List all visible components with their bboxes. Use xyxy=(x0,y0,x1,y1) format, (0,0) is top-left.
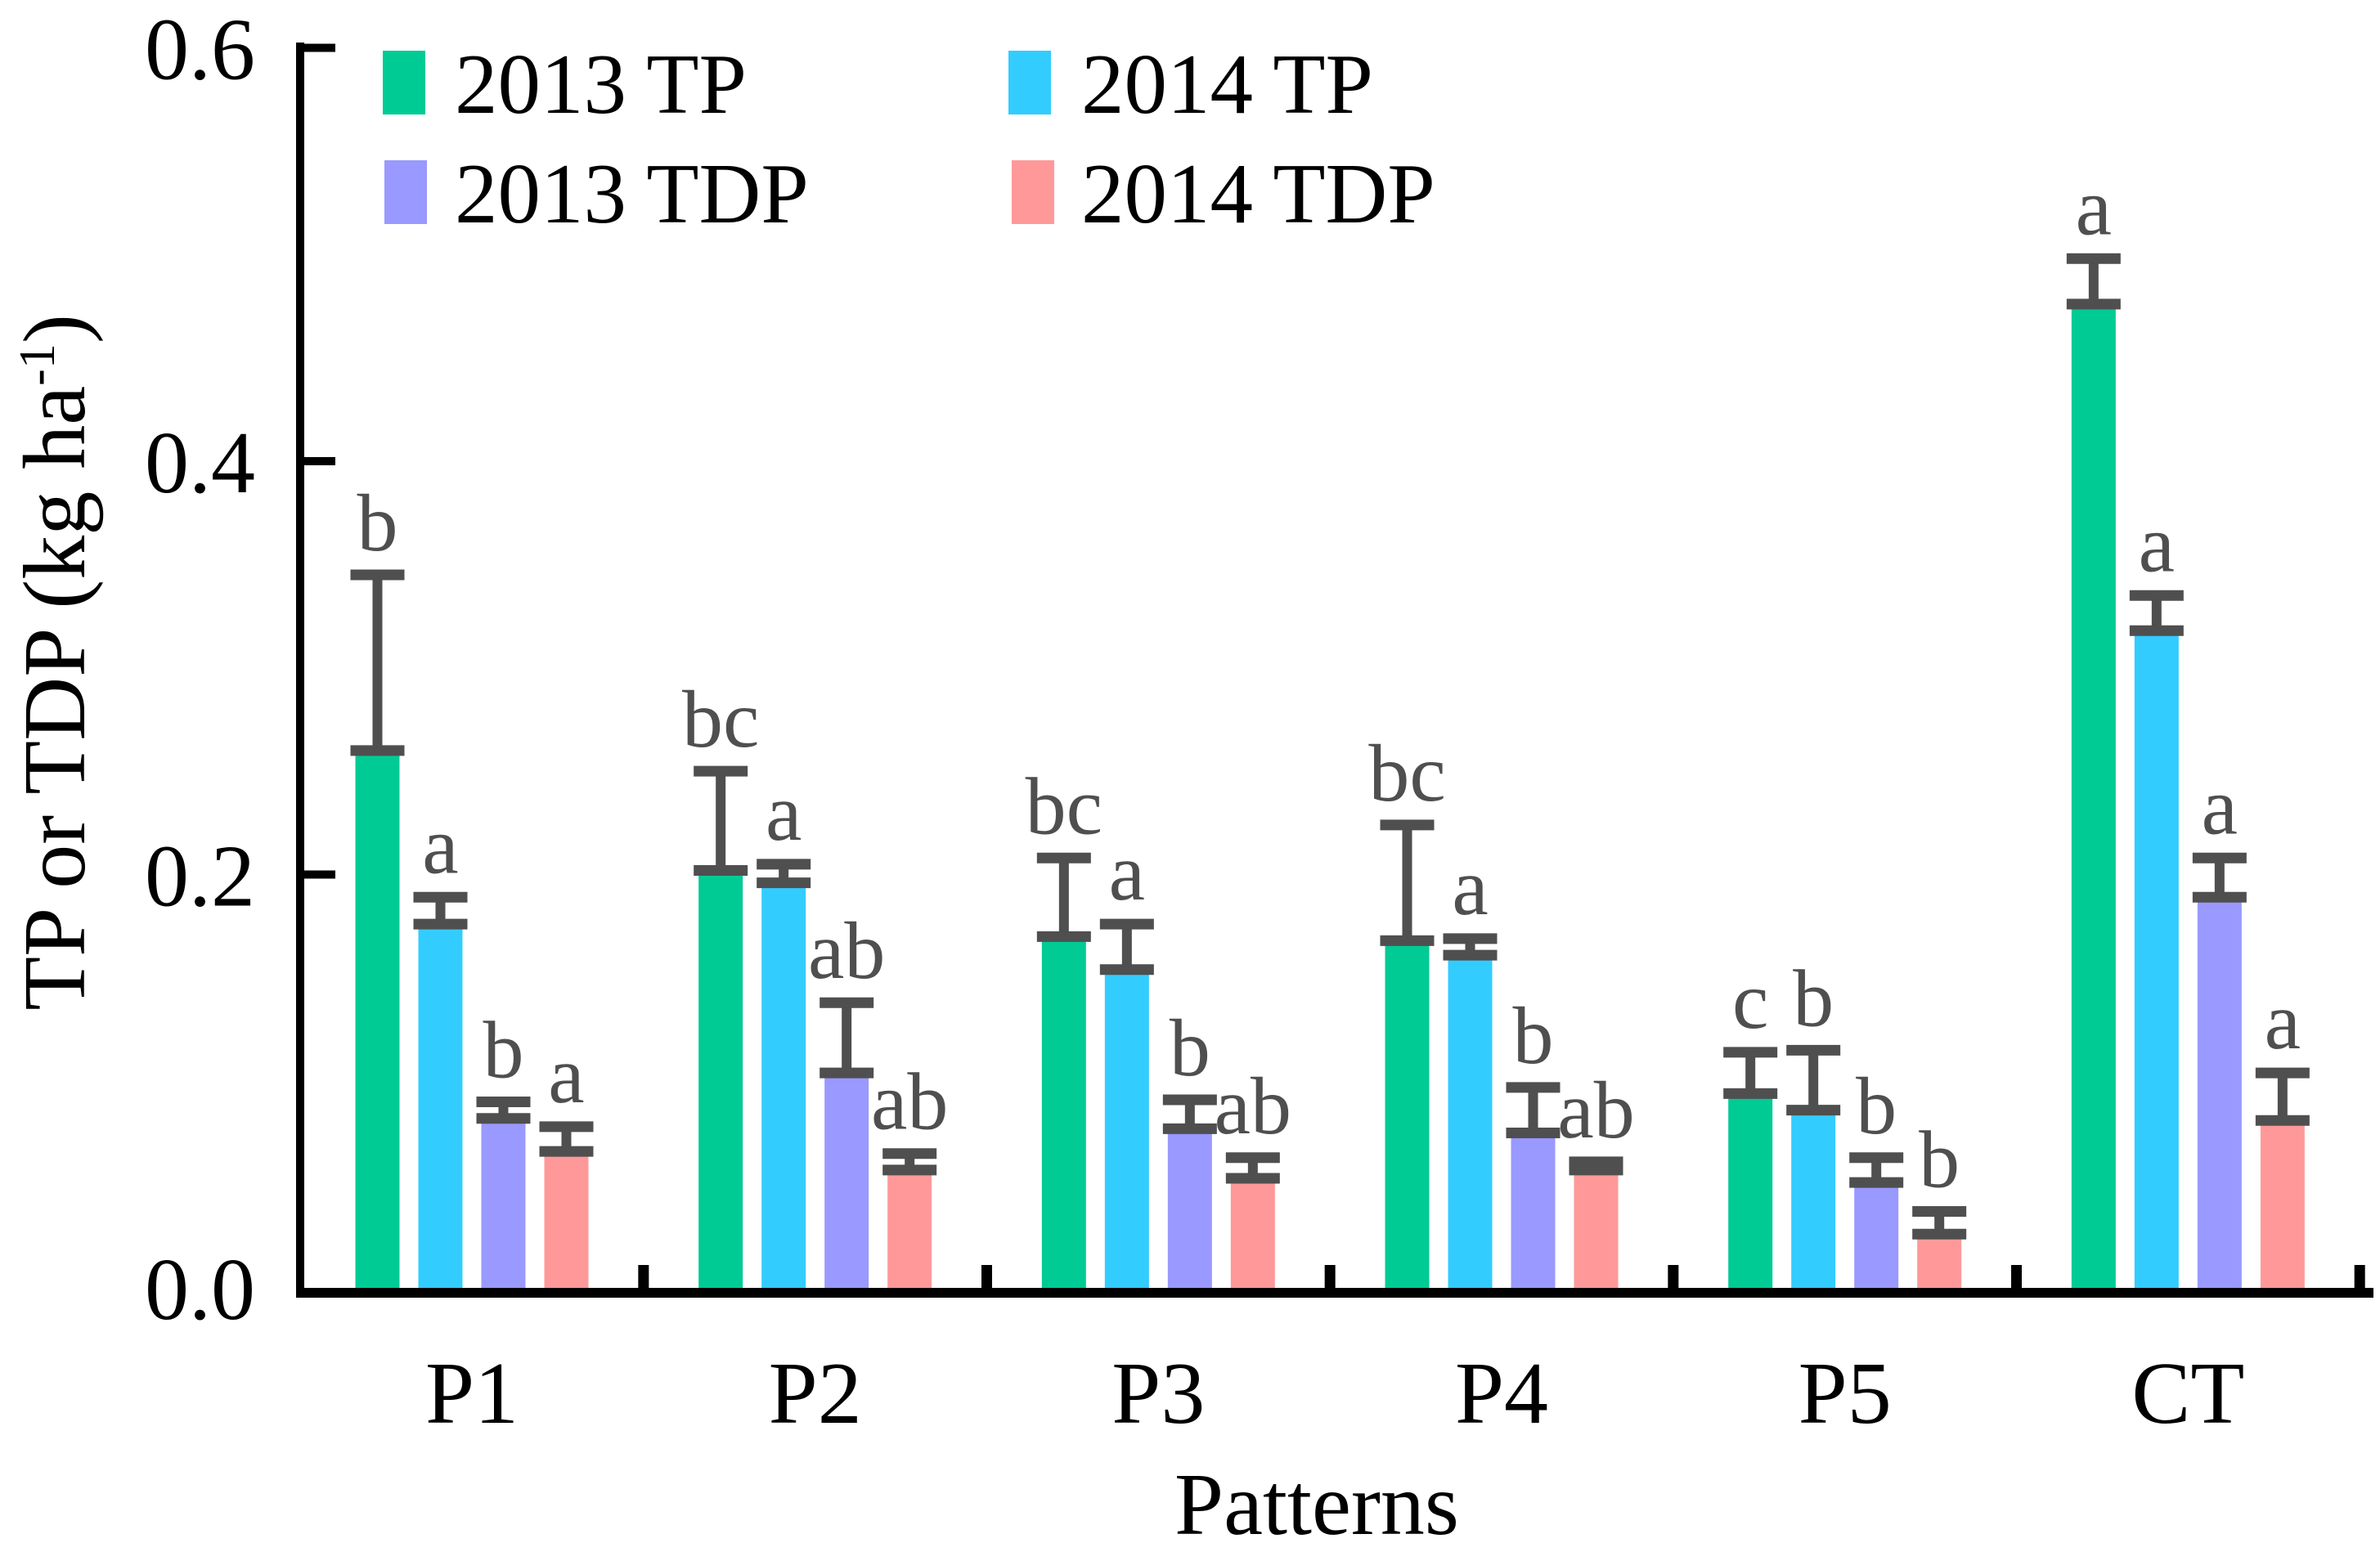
sig-letter: a xyxy=(766,767,802,858)
sig-letter: b xyxy=(1919,1114,1960,1204)
legend-label-2013-tp: 2013 TP xyxy=(455,36,747,132)
sig-letter: c xyxy=(1732,955,1768,1046)
bar xyxy=(2134,630,2179,1291)
bar xyxy=(1230,1178,1275,1291)
legend-label-2013-tdp: 2013 TDP xyxy=(455,146,809,241)
y-tick-label: 0.2 xyxy=(145,828,255,926)
legend-swatch-2014-tp xyxy=(1008,51,1051,114)
sig-letter: a xyxy=(2202,760,2238,851)
bar xyxy=(544,1151,589,1291)
bar xyxy=(1104,969,1149,1291)
x-tick-label: P4 xyxy=(1455,1345,1548,1442)
sig-letter: ab xyxy=(1557,1065,1634,1155)
bar xyxy=(1448,955,1493,1291)
sig-letter: a xyxy=(2265,976,2301,1066)
x-tick-label: P1 xyxy=(425,1345,519,1442)
y-tick-label: 0.4 xyxy=(145,415,255,512)
x-tick-label: CT xyxy=(2131,1345,2244,1442)
sig-letter: b xyxy=(1856,1061,1897,1151)
sig-letter: a xyxy=(1452,841,1488,932)
sig-letter: a xyxy=(1109,827,1145,917)
bar xyxy=(1917,1234,1962,1291)
bar xyxy=(1041,936,1086,1291)
bar xyxy=(887,1169,932,1291)
bar xyxy=(761,882,806,1291)
bar xyxy=(1574,1169,1619,1291)
bar xyxy=(2260,1120,2305,1291)
y-axis-title: TP or TDP (kg ha-1) xyxy=(5,314,106,1011)
bar xyxy=(1167,1128,1212,1291)
sig-letter: ab xyxy=(808,905,885,996)
y-axis-title-text: TP or TDP (kg ha xyxy=(7,385,104,1011)
legend-swatch-2013-tdp xyxy=(384,160,427,224)
y-tick-label: 0.6 xyxy=(145,2,255,99)
bar xyxy=(824,1073,869,1291)
sig-letter: a xyxy=(2076,161,2112,252)
sig-letter: b xyxy=(1170,1003,1210,1093)
bar xyxy=(1385,940,1430,1291)
legend: 2013 TP 2014 TP 2013 TDP 2014 TDP xyxy=(383,36,1435,241)
x-tick-label: P3 xyxy=(1111,1345,1205,1442)
bar xyxy=(2071,303,2116,1291)
bar xyxy=(1511,1133,1556,1291)
sig-letter: b xyxy=(357,478,398,568)
bar xyxy=(698,870,743,1291)
y-axis-title-superscript: -1 xyxy=(10,343,65,386)
sig-letter: ab xyxy=(1215,1061,1291,1151)
bar xyxy=(2197,897,2242,1291)
bar xyxy=(1791,1110,1836,1291)
y-axis-title-close: ) xyxy=(7,314,104,344)
bar xyxy=(481,1118,526,1291)
legend-label-2014-tdp: 2014 TDP xyxy=(1081,146,1435,241)
sig-letter: bc xyxy=(1368,728,1445,819)
sig-letter: bc xyxy=(1026,760,1102,851)
sig-letter: b xyxy=(1793,953,1834,1043)
x-tick-label: P5 xyxy=(1798,1345,1892,1442)
sig-letter: bc xyxy=(682,674,759,765)
bar xyxy=(418,924,463,1291)
legend-swatch-2013-tp xyxy=(383,51,425,114)
x-tick-label: P2 xyxy=(769,1345,862,1442)
legend-swatch-2014-tdp xyxy=(1012,160,1054,224)
sig-letter: a xyxy=(422,800,458,890)
sig-letter: b xyxy=(483,1005,524,1096)
sig-letter: ab xyxy=(871,1056,948,1147)
x-axis-title: Patterns xyxy=(1174,1456,1459,1552)
sig-letter: a xyxy=(2139,498,2175,589)
legend-label-2014-tp: 2014 TP xyxy=(1081,36,1373,132)
bar xyxy=(1854,1182,1899,1291)
y-tick-label: 0.0 xyxy=(145,1241,255,1339)
sig-letter: b xyxy=(1513,990,1554,1081)
sig-letter: a xyxy=(548,1029,584,1120)
bar xyxy=(355,750,400,1291)
bar xyxy=(1728,1093,1773,1291)
